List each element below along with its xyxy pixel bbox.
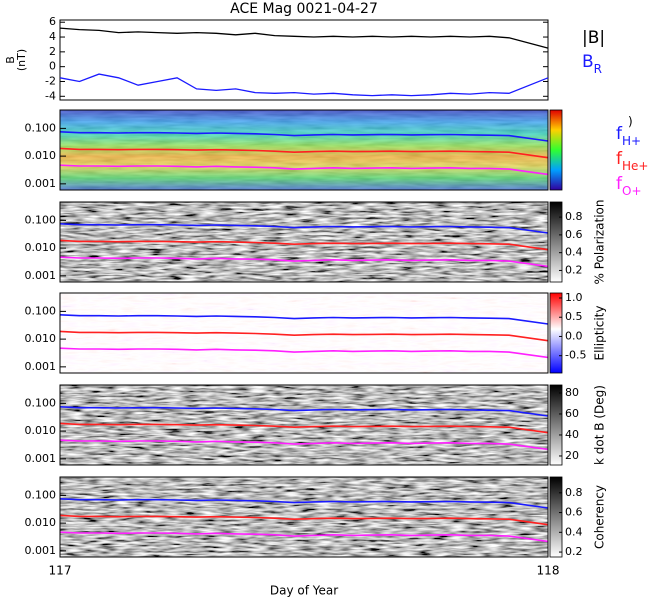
y-tick-label: -4 (45, 89, 56, 102)
colorbar-tick-label: 0.0 (565, 329, 583, 342)
y-tick-label: 0.001 (25, 177, 57, 190)
plot-frame (59, 109, 549, 191)
colorbar-label: Coherency (593, 485, 607, 549)
y-axis-label: (nT) (15, 49, 28, 71)
plot-frame (59, 19, 549, 101)
y-tick-label: 0.010 (25, 241, 57, 254)
plot-frame (59, 476, 549, 558)
y-tick-label: 0.100 (25, 121, 57, 134)
colorbar-tick-label: 0.2 (565, 545, 583, 558)
y-tick-label: 0.010 (25, 149, 57, 162)
data-line (59, 239, 549, 251)
colorbar (549, 384, 563, 466)
x-tick-label: 117 (49, 564, 72, 578)
colorbar-label: % Polarization (593, 200, 607, 285)
colorbar-label: ) (628, 115, 633, 129)
legend-entry: fO+ (616, 174, 642, 198)
y-axis-label: B (4, 56, 17, 64)
legend-entry: fHe+ (616, 149, 648, 173)
colorbar-tick-label: 60 (565, 407, 579, 420)
data-line (59, 439, 549, 451)
y-tick-label: 0.001 (25, 452, 57, 465)
y-tick-label: 0.001 (25, 360, 57, 373)
data-line (59, 514, 549, 526)
y-tick-label: 0.010 (25, 332, 57, 345)
colorbar-tick-label: 0.8 (565, 486, 583, 499)
colorbar (549, 292, 563, 374)
data-line (59, 406, 549, 417)
y-tick-label: 4 (49, 30, 56, 43)
colorbar-tick-label: 1.0 (565, 291, 583, 304)
y-tick-label: -2 (45, 74, 56, 87)
y-tick-label: 0.001 (25, 269, 57, 282)
y-tick-label: 0.100 (25, 304, 57, 317)
y-tick-label: 0.100 (25, 213, 57, 226)
data-line (59, 164, 549, 176)
colorbar-tick-label: 0.6 (565, 228, 583, 241)
y-tick-label: 2 (49, 45, 56, 58)
colorbar-label: k dot B (Deg) (593, 385, 607, 465)
data-line (59, 131, 549, 142)
colorbar-tick-label: 20 (565, 449, 579, 462)
title: ACE Mag 0021-04-27 (230, 1, 378, 17)
colorbar (549, 476, 563, 558)
colorbar-tick-label: 80 (565, 386, 579, 399)
plot-frame (59, 292, 549, 374)
x-tick-label: 118 (537, 564, 560, 578)
data-line (59, 27, 549, 49)
data-line (59, 422, 549, 434)
y-tick-label: 6 (49, 15, 56, 28)
y-tick-label: 0.100 (25, 488, 57, 501)
colorbar-tick-label: 0.8 (565, 210, 583, 223)
colorbar (549, 109, 563, 191)
plot-frame (59, 384, 549, 466)
colorbar-tick-label: 0.2 (565, 263, 583, 276)
data-line (59, 223, 549, 234)
plot-frame (59, 201, 549, 283)
x-axis-label: Day of Year (270, 584, 338, 598)
data-line (59, 256, 549, 268)
y-tick-label: 0.100 (25, 396, 57, 409)
data-line (59, 347, 549, 359)
data-line (59, 314, 549, 325)
colorbar-tick-label: 0.6 (565, 506, 583, 519)
legend-entry: |B| (582, 28, 605, 48)
colorbar-tick-label: 0.5 (565, 310, 583, 323)
y-tick-label: 0.010 (25, 516, 57, 529)
colorbar-tick-label: 0.4 (565, 246, 583, 259)
data-line (59, 498, 549, 509)
data-line (59, 330, 549, 342)
y-tick-label: 0.010 (25, 424, 57, 437)
data-line (59, 531, 549, 543)
colorbar-tick-label: -0.5 (565, 349, 586, 362)
colorbar-tick-label: 40 (565, 428, 579, 441)
y-tick-label: 0.001 (25, 544, 57, 557)
colorbar-label: Ellipticity (593, 306, 607, 361)
y-tick-label: 0 (49, 60, 56, 73)
legend-entry: BR (582, 52, 602, 76)
data-line (59, 73, 549, 97)
colorbar (549, 201, 563, 283)
data-line (59, 147, 549, 159)
colorbar-tick-label: 0.4 (565, 525, 583, 538)
